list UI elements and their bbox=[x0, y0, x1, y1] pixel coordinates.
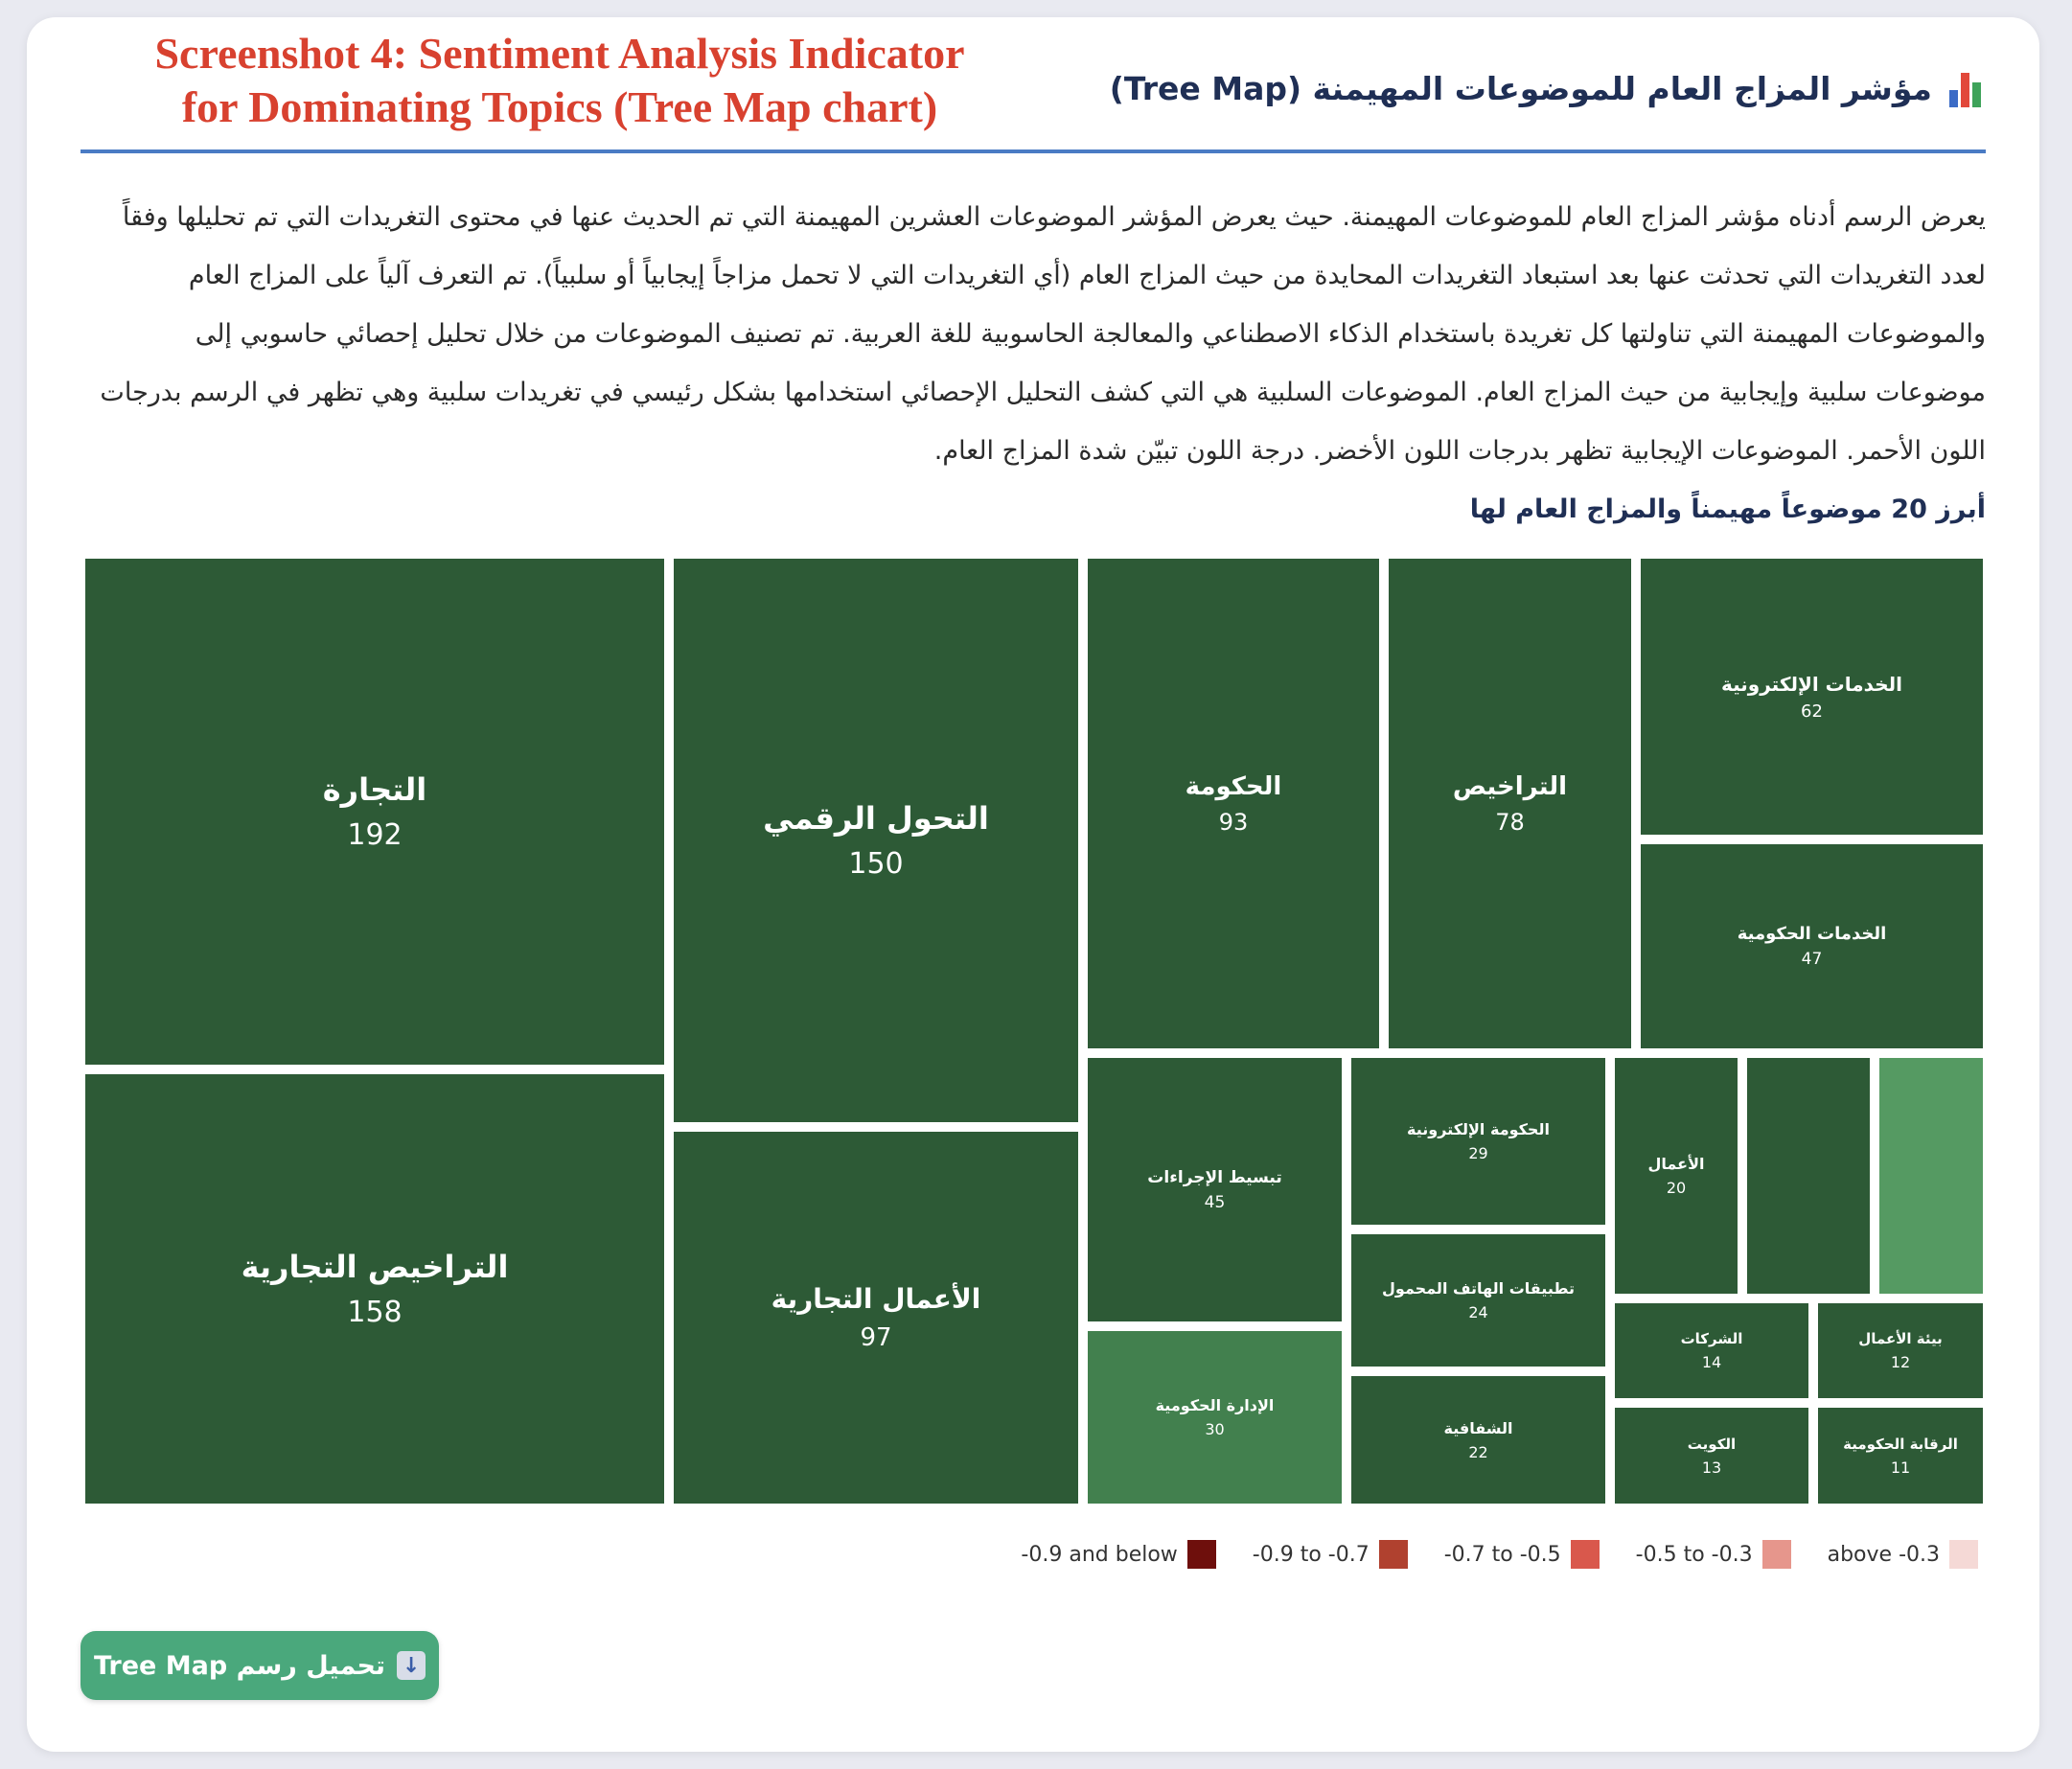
treemap-tile[interactable] bbox=[1875, 1053, 1988, 1298]
treemap-tile[interactable]: التراخيص التجارية 158 bbox=[81, 1069, 669, 1508]
legend-label: -0.7 to -0.5 bbox=[1443, 1542, 1561, 1567]
tile-label: الأعمال التجارية bbox=[771, 1283, 981, 1315]
tile-label: الأعمال bbox=[1647, 1155, 1705, 1173]
legend-item: -0.7 to -0.5 bbox=[1444, 1540, 1600, 1569]
legend-swatch bbox=[1378, 1540, 1408, 1569]
tile-label: الخدمات الحكومية bbox=[1737, 924, 1887, 944]
treemap-tile[interactable]: التحول الرقمي 150 bbox=[669, 554, 1083, 1127]
description-paragraph: يعرض الرسم أدناه مؤشر المزاج العام للموض… bbox=[100, 202, 1986, 466]
legend-label: above -0.3 bbox=[1827, 1542, 1940, 1567]
tile-label: الإدارة الحكومية bbox=[1155, 1396, 1275, 1414]
bar-chart-icon bbox=[1949, 69, 1986, 107]
tile-value: 97 bbox=[860, 1323, 892, 1352]
download-button-label: تحميل رسم Tree Map bbox=[93, 1650, 386, 1681]
tile-label: التراخيص bbox=[1452, 771, 1568, 801]
tile-value: 11 bbox=[1890, 1458, 1911, 1477]
tile-value: 14 bbox=[1701, 1353, 1722, 1371]
tile-value: 22 bbox=[1468, 1442, 1488, 1461]
legend-item: -0.9 to -0.7 bbox=[1253, 1540, 1408, 1569]
treemap-tile[interactable]: الكويت 13 bbox=[1610, 1403, 1813, 1508]
treemap-tile[interactable]: الخدمات الإلكترونية 62 bbox=[1636, 554, 1988, 839]
treemap-tile[interactable]: الشفافية 22 bbox=[1347, 1371, 1610, 1508]
download-treemap-button[interactable]: ↓ تحميل رسم Tree Map bbox=[81, 1631, 439, 1700]
tile-value: 93 bbox=[1218, 808, 1249, 836]
page-title: مؤشر المزاج العام للموضوعات المهيمنة (Tr… bbox=[1110, 69, 1986, 107]
legend-label: -0.9 to -0.7 bbox=[1252, 1542, 1370, 1567]
legend-item: -0.9 and below bbox=[1021, 1540, 1216, 1569]
treemap-tile[interactable]: الشركات 14 bbox=[1610, 1298, 1813, 1403]
tile-value: 62 bbox=[1801, 701, 1823, 722]
screenshot-caption: Screenshot 4: Sentiment Analysis Indicat… bbox=[81, 27, 1039, 134]
treemap-tile[interactable]: الخدمات الحكومية 47 bbox=[1636, 839, 1988, 1053]
header-divider bbox=[81, 149, 1986, 153]
caption-line-1: Screenshot 4: Sentiment Analysis Indicat… bbox=[154, 29, 965, 78]
treemap-tile[interactable]: بيئة الأعمال 12 bbox=[1813, 1298, 1988, 1403]
legend-item: above -0.3 bbox=[1828, 1540, 1978, 1569]
tile-label: تبسيط الإجراءات bbox=[1147, 1167, 1282, 1187]
treemap-tile[interactable]: الحكومة 93 bbox=[1083, 554, 1384, 1053]
tile-value: 78 bbox=[1495, 808, 1525, 836]
treemap-tile[interactable]: التجارة 192 bbox=[81, 554, 669, 1069]
chart-title: أبرز 20 موضوعاً مهيمناً والمزاج العام له… bbox=[1469, 494, 1986, 524]
tile-value: 47 bbox=[1801, 950, 1823, 969]
legend-item: -0.5 to -0.3 bbox=[1636, 1540, 1791, 1569]
caption-line-2: for Dominating Topics (Tree Map chart) bbox=[181, 82, 938, 131]
tile-value: 12 bbox=[1890, 1353, 1911, 1371]
tile-label: الكويت bbox=[1687, 1435, 1737, 1453]
tile-label: التحول الرقمي bbox=[763, 800, 989, 837]
tile-value: 45 bbox=[1204, 1192, 1226, 1212]
tile-label: الحكومة الإلكترونية bbox=[1407, 1120, 1550, 1138]
tile-value: 30 bbox=[1205, 1420, 1225, 1438]
tile-value: 29 bbox=[1468, 1144, 1488, 1162]
treemap-tile[interactable]: تطبيقات الهاتف المحمول 24 bbox=[1347, 1229, 1610, 1371]
treemap-chart: التجارة 192 التراخيص التجارية 158 التحول الر… bbox=[81, 554, 1988, 1508]
tile-label: الرقابة الحكومية bbox=[1843, 1435, 1958, 1453]
treemap-tile[interactable] bbox=[1742, 1053, 1875, 1298]
treemap-tile[interactable]: التراخيص 78 bbox=[1384, 554, 1636, 1053]
download-arrow-icon: ↓ bbox=[397, 1651, 426, 1680]
treemap-tile[interactable]: الرقابة الحكومية 11 bbox=[1813, 1403, 1988, 1508]
treemap-tile[interactable]: تبسيط الإجراءات 45 bbox=[1083, 1053, 1347, 1326]
legend-swatch bbox=[1186, 1540, 1216, 1569]
legend-swatch bbox=[1570, 1540, 1600, 1569]
treemap-tile[interactable]: الحكومة الإلكترونية 29 bbox=[1347, 1053, 1610, 1229]
tile-label: التجارة bbox=[322, 771, 427, 808]
tile-label: تطبيقات الهاتف المحمول bbox=[1382, 1279, 1575, 1298]
tile-label: الشفافية bbox=[1443, 1418, 1513, 1437]
tile-label: بيئة الأعمال bbox=[1858, 1330, 1943, 1347]
tile-label: التراخيص التجارية bbox=[241, 1249, 509, 1285]
tile-value: 20 bbox=[1666, 1179, 1687, 1197]
page-title-text: مؤشر المزاج العام للموضوعات المهيمنة (Tr… bbox=[1109, 69, 1932, 107]
tile-label: الشركات bbox=[1680, 1330, 1743, 1347]
treemap-tile[interactable]: الإدارة الحكومية 30 bbox=[1083, 1326, 1347, 1508]
tile-value: 150 bbox=[848, 847, 904, 881]
legend-swatch bbox=[1761, 1540, 1791, 1569]
legend-swatch bbox=[1949, 1540, 1978, 1569]
color-legend: above -0.3 -0.5 to -0.3 -0.7 to -0.5 -0.… bbox=[1021, 1537, 1978, 1572]
tile-value: 13 bbox=[1701, 1458, 1722, 1477]
tile-value: 158 bbox=[347, 1296, 403, 1329]
tile-label: الخدمات الإلكترونية bbox=[1720, 672, 1902, 696]
tile-label: الحكومة bbox=[1185, 771, 1282, 801]
tile-value: 192 bbox=[347, 818, 403, 852]
legend-label: -0.5 to -0.3 bbox=[1635, 1542, 1753, 1567]
legend-label: -0.9 and below bbox=[1021, 1542, 1178, 1567]
treemap-tile[interactable]: الأعمال التجارية 97 bbox=[669, 1127, 1083, 1508]
treemap-tile[interactable]: الأعمال 20 bbox=[1610, 1053, 1742, 1298]
tile-value: 24 bbox=[1468, 1303, 1488, 1321]
